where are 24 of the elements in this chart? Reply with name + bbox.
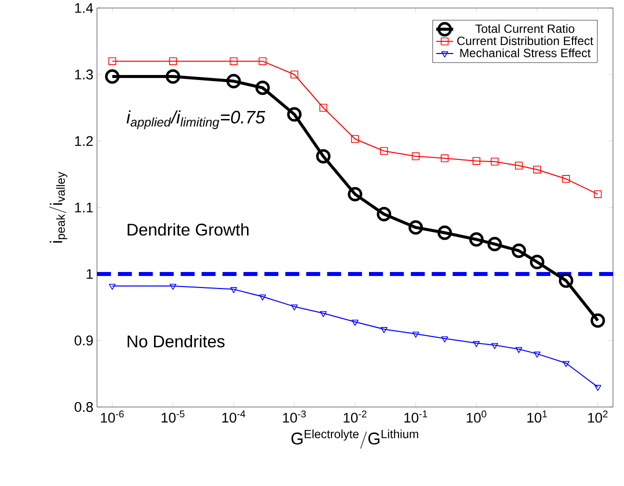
annotation: i$_{applied}$/i$_{limiting}$=0.75 [126, 110, 266, 130]
legend-label: Total Current Ratio [475, 24, 574, 33]
x-tick-label: 10$^{-6}$ [100, 410, 124, 423]
y-tick-label: 1.4 [75, 3, 94, 13]
y-axis-title: $\mathrm{i}_{\mathrm{peak}}/\mathrm{i}_{\mathrm{valley}}$ [49, 172, 68, 243]
x-tick-label: 10$^{-2}$ [344, 410, 366, 423]
x-tick-label: 10$^{1}$ [527, 410, 547, 423]
x-tick-label: 10$^{-5}$ [162, 410, 184, 423]
y-tick-label: 1.1 [75, 202, 93, 212]
x-tick-label: 10$^{-4}$ [222, 410, 246, 423]
y-tick-label: 1.3 [75, 70, 93, 80]
y-tick-label: 0.8 [74, 402, 93, 412]
annotation: Dendrite Growth [128, 223, 248, 236]
legend-label: Mechanical Stress Effect [460, 48, 591, 58]
x-tick-label: 10$^{2}$ [588, 410, 608, 423]
x-tick-label: 10$^{-1}$ [404, 410, 428, 423]
legend-label: Current Distribution Effect [457, 36, 594, 46]
annotation: No Dendrites [128, 334, 225, 348]
x-axis-title: $\mathrm{G}^{\mathrm{Electrolyte}}/\mathrm{G}^{\mathrm{Lithium}}$ [291, 430, 418, 449]
y-tick-label: 1.2 [75, 136, 93, 146]
x-tick-label: 10$^{-3}$ [283, 410, 306, 423]
x-tick-label: 10$^{0}$ [466, 410, 486, 423]
y-tick-label: 1 [86, 269, 93, 279]
y-tick-label: 0.9 [74, 336, 93, 346]
